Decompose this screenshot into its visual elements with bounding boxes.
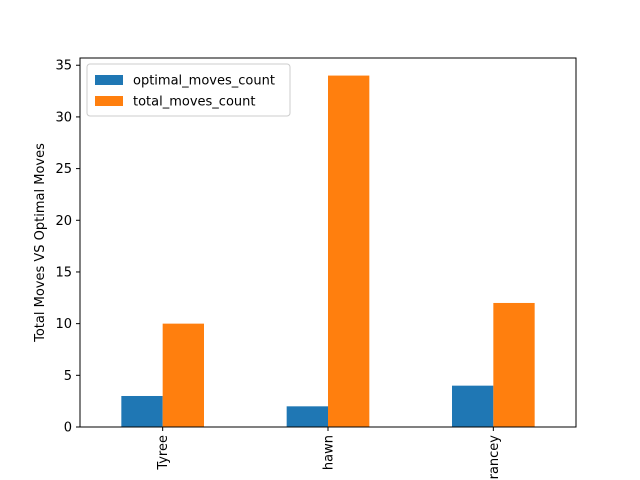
legend-swatch-optimal-moves-count (95, 75, 123, 85)
y-axis: 0 5 10 15 20 25 30 35 (55, 59, 80, 436)
y-tick-label: 10 (55, 317, 72, 332)
legend-label-total-moves-count: total_moves_count (133, 95, 255, 110)
x-tick-label-tyree: Tyree (156, 435, 171, 471)
x-tick-label-rancey: rancey (487, 435, 502, 480)
bar-optimal-moves-count-hawn (286, 406, 328, 427)
bar-total-moves-count-hawn (328, 75, 370, 428)
legend-swatch-total-moves-count (95, 96, 123, 106)
legend: optimal_moves_count total_moves_count (86, 63, 291, 117)
y-tick-label: 25 (55, 162, 72, 177)
x-tick-label-hawn: hawn (322, 435, 337, 470)
bar-total-moves-count-rancey (493, 302, 535, 427)
y-tick-label: 5 (64, 369, 72, 384)
y-tick-label: 20 (55, 214, 72, 229)
y-tick-label: 0 (64, 421, 72, 436)
legend-box (86, 63, 291, 117)
y-tick-label: 15 (55, 265, 72, 280)
y-tick-label: 35 (55, 59, 72, 74)
y-axis-label: Total Moves VS Optimal Moves (33, 143, 48, 343)
x-axis: Tyree hawn rancey (156, 427, 502, 479)
bar-optimal-moves-count-rancey (452, 385, 494, 427)
bar-total-moves-count-tyree (162, 323, 204, 427)
bar-optimal-moves-count-tyree (121, 395, 163, 427)
bars-group (121, 75, 535, 428)
y-tick-label: 30 (55, 110, 72, 125)
legend-label-optimal-moves-count: optimal_moves_count (133, 74, 275, 89)
